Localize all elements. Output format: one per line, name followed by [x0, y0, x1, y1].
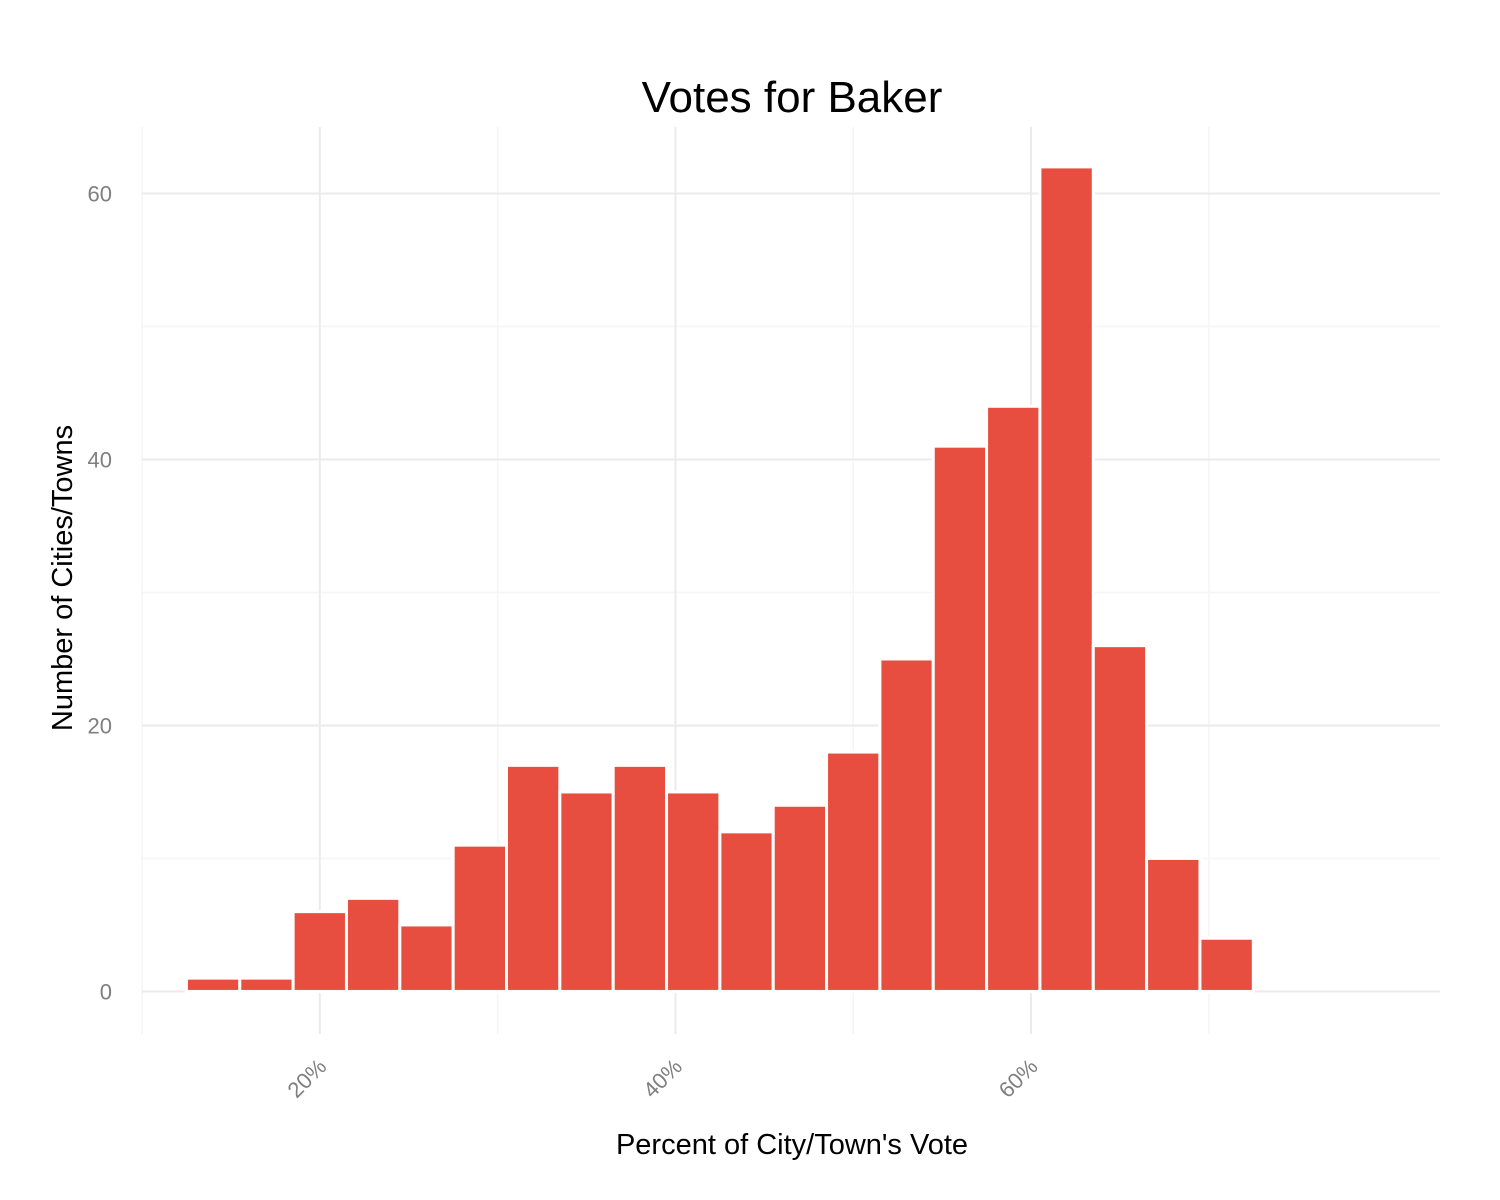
histogram-bar [505, 763, 562, 993]
y-tick-label: 60 [88, 181, 112, 206]
histogram-bar [291, 910, 348, 993]
histogram-bar [451, 843, 509, 993]
y-tick-label: 20 [88, 713, 112, 738]
histogram-bar [878, 657, 935, 993]
histogram-bar [1091, 644, 1149, 993]
histogram-bar [665, 790, 722, 993]
chart-title: Votes for Baker [642, 73, 943, 122]
histogram-bar [931, 444, 989, 993]
x-axis-ticks: 20% 40% 60% [283, 1054, 1043, 1103]
y-axis-title: Number of Cities/Towns [47, 425, 79, 731]
histogram-bar [825, 750, 882, 993]
histogram-bar [184, 976, 242, 993]
y-tick-label: 40 [88, 447, 112, 472]
histogram-bar [718, 830, 775, 993]
histogram-bar [611, 763, 669, 993]
histogram-bar [344, 896, 402, 993]
x-tick-label: 60% [994, 1054, 1043, 1103]
x-tick-label: 40% [638, 1054, 687, 1103]
histogram-bar [1145, 856, 1202, 993]
histogram-bar [985, 404, 1042, 993]
histogram-bar [238, 976, 295, 993]
y-tick-label: 0 [100, 979, 112, 1004]
histogram-bar [1038, 165, 1095, 993]
bars [184, 165, 1255, 993]
x-axis-title: Percent of City/Town's Vote [616, 1129, 968, 1161]
y-axis-ticks: 0 20 40 60 [88, 181, 112, 1004]
histogram-bar [558, 790, 615, 993]
histogram-bar [771, 803, 829, 993]
histogram-bar [1198, 936, 1255, 993]
x-tick-label: 20% [283, 1054, 332, 1103]
histogram-bar [398, 923, 455, 993]
